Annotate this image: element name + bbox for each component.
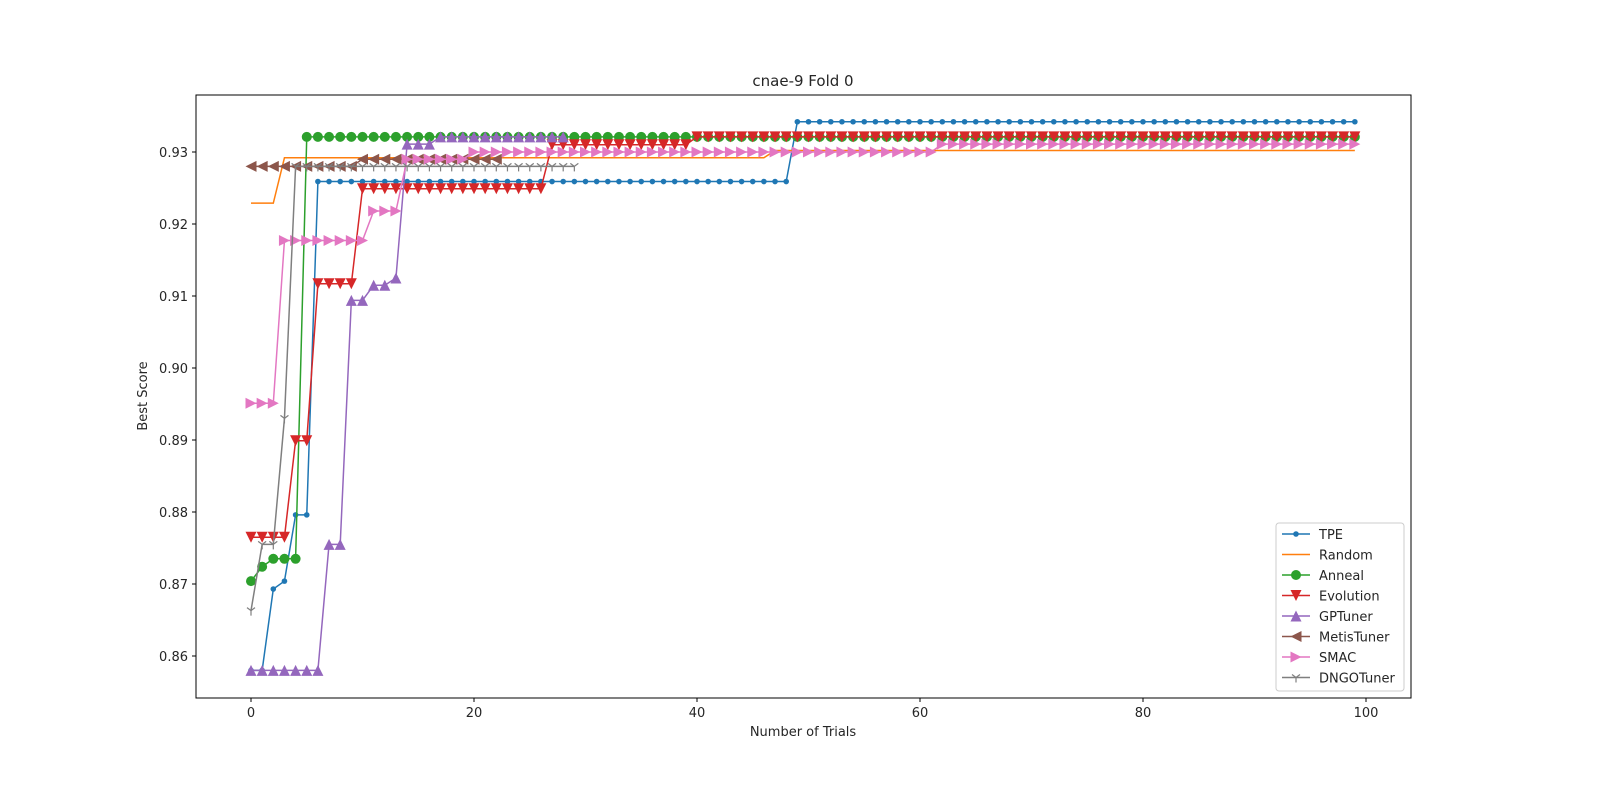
- y-tick-label: 0.90: [159, 362, 188, 377]
- series-random: [251, 149, 1355, 204]
- y-tick-label: 0.93: [159, 146, 188, 161]
- legend-item-evolution: Evolution: [1282, 590, 1380, 605]
- series-tpe: [248, 118, 1358, 674]
- y-tick-label: 0.86: [159, 650, 188, 665]
- legend-item-anneal: Anneal: [1282, 569, 1364, 584]
- legend-item-random: Random: [1282, 549, 1373, 564]
- legend-label: MetisTuner: [1319, 631, 1390, 646]
- legend-label: SMAC: [1319, 651, 1356, 666]
- legend-item-smac: SMAC: [1282, 651, 1356, 666]
- plot-frame: [195, 94, 1412, 699]
- legend-label: GPTuner: [1319, 610, 1373, 625]
- y-tick-label: 0.88: [159, 506, 188, 521]
- x-tick-label: 100: [1354, 706, 1379, 721]
- x-tick-label: 80: [1135, 706, 1152, 721]
- legend-item-gptuner: GPTuner: [1282, 610, 1373, 625]
- y-tick-label: 0.92: [159, 218, 188, 233]
- x-tick-label: 0: [247, 706, 255, 721]
- x-axis: 0 20 40 60 80 100: [247, 698, 1379, 721]
- legend-label: TPE: [1318, 528, 1343, 543]
- series-anneal: [246, 131, 1360, 587]
- x-axis-label: Number of Trials: [750, 725, 857, 740]
- plot-area: [245, 118, 1361, 676]
- legend-label: DNGOTuner: [1319, 672, 1395, 687]
- series-evolution: [245, 131, 1361, 543]
- series-dngotuner: [246, 162, 579, 616]
- legend: TPE Random Anneal Evolution GPTuner MetisTune…: [1275, 522, 1405, 692]
- legend-label: Evolution: [1319, 590, 1380, 605]
- series-smac: [245, 138, 1361, 409]
- legend-item-tpe: TPE: [1282, 528, 1343, 543]
- x-tick-label: 40: [689, 706, 706, 721]
- y-axis-label: Best Score: [136, 361, 151, 430]
- x-tick-label: 20: [466, 706, 483, 721]
- legend-label: Anneal: [1319, 569, 1364, 584]
- series-metistuner: [245, 153, 502, 172]
- y-tick-label: 0.91: [159, 290, 188, 305]
- series-gptuner: [245, 131, 569, 676]
- y-tick-label: 0.89: [159, 434, 188, 449]
- chart-title: cnae-9 Fold 0: [752, 72, 853, 90]
- legend-item-metistuner: MetisTuner: [1282, 631, 1390, 646]
- legend-label: Random: [1319, 549, 1373, 564]
- y-tick-label: 0.87: [159, 578, 188, 593]
- legend-item-dngotuner: DNGOTuner: [1282, 672, 1395, 687]
- x-tick-label: 60: [912, 706, 929, 721]
- y-axis: 0.86 0.87 0.88 0.89 0.90 0.91 0.92 0.93: [159, 146, 196, 665]
